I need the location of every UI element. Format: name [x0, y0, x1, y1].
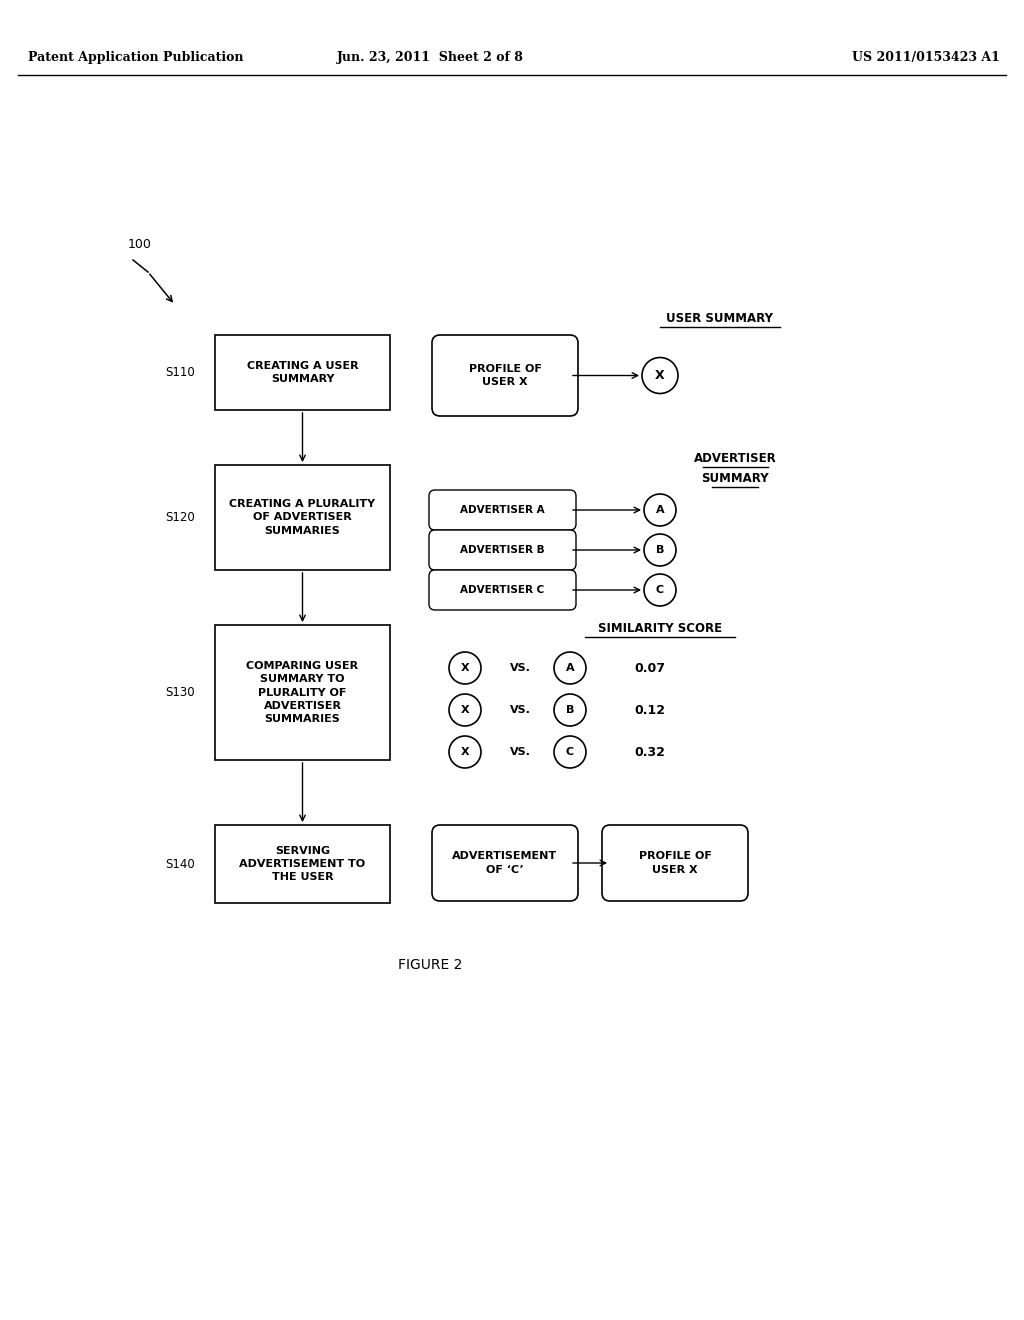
Circle shape — [449, 652, 481, 684]
Text: 0.12: 0.12 — [635, 704, 666, 717]
Circle shape — [644, 574, 676, 606]
Text: PROFILE OF
USER X: PROFILE OF USER X — [639, 851, 712, 875]
Text: ADVERTISEMENT
OF ‘C’: ADVERTISEMENT OF ‘C’ — [453, 851, 557, 875]
Text: C: C — [566, 747, 574, 756]
FancyBboxPatch shape — [432, 825, 578, 902]
Text: X: X — [461, 747, 469, 756]
Bar — [215, 335, 390, 411]
Circle shape — [554, 652, 586, 684]
Bar — [215, 624, 390, 760]
Text: SERVING
ADVERTISEMENT TO
THE USER: SERVING ADVERTISEMENT TO THE USER — [240, 846, 366, 882]
Text: ADVERTISER A: ADVERTISER A — [460, 506, 545, 515]
Text: ADVERTISER: ADVERTISER — [693, 451, 776, 465]
Text: B: B — [566, 705, 574, 715]
Text: COMPARING USER
SUMMARY TO
PLURALITY OF
ADVERTISER
SUMMARIES: COMPARING USER SUMMARY TO PLURALITY OF A… — [247, 661, 358, 723]
Text: X: X — [461, 705, 469, 715]
Bar — [215, 465, 390, 570]
Text: S110: S110 — [165, 366, 195, 379]
Text: VS.: VS. — [510, 747, 530, 756]
Text: VS.: VS. — [510, 663, 530, 673]
Circle shape — [554, 694, 586, 726]
Text: USER SUMMARY: USER SUMMARY — [667, 312, 773, 325]
Text: 0.32: 0.32 — [635, 746, 666, 759]
Text: SIMILARITY SCORE: SIMILARITY SCORE — [598, 622, 722, 635]
Circle shape — [642, 358, 678, 393]
Circle shape — [554, 737, 586, 768]
Text: Jun. 23, 2011  Sheet 2 of 8: Jun. 23, 2011 Sheet 2 of 8 — [337, 51, 523, 65]
FancyBboxPatch shape — [602, 825, 748, 902]
Circle shape — [449, 694, 481, 726]
Text: PROFILE OF
USER X: PROFILE OF USER X — [469, 364, 542, 387]
Circle shape — [644, 535, 676, 566]
Text: A: A — [565, 663, 574, 673]
Circle shape — [644, 494, 676, 525]
Text: VS.: VS. — [510, 705, 530, 715]
Text: A: A — [655, 506, 665, 515]
Text: ADVERTISER C: ADVERTISER C — [461, 585, 545, 595]
Bar — [215, 825, 390, 903]
FancyBboxPatch shape — [429, 570, 575, 610]
Text: B: B — [655, 545, 665, 554]
Text: 0.07: 0.07 — [635, 661, 666, 675]
Text: ADVERTISER B: ADVERTISER B — [460, 545, 545, 554]
Text: CREATING A PLURALITY
OF ADVERTISER
SUMMARIES: CREATING A PLURALITY OF ADVERTISER SUMMA… — [229, 499, 376, 536]
FancyBboxPatch shape — [429, 531, 575, 570]
Text: X: X — [461, 663, 469, 673]
Text: X: X — [655, 370, 665, 381]
Text: 100: 100 — [128, 239, 152, 252]
Text: CREATING A USER
SUMMARY: CREATING A USER SUMMARY — [247, 360, 358, 384]
FancyBboxPatch shape — [432, 335, 578, 416]
Text: S120: S120 — [165, 511, 195, 524]
Text: SUMMARY: SUMMARY — [701, 471, 769, 484]
Text: C: C — [656, 585, 664, 595]
Text: S130: S130 — [165, 686, 195, 700]
Text: S140: S140 — [165, 858, 195, 870]
Text: FIGURE 2: FIGURE 2 — [397, 958, 462, 972]
Text: Patent Application Publication: Patent Application Publication — [28, 51, 244, 65]
Text: US 2011/0153423 A1: US 2011/0153423 A1 — [852, 51, 1000, 65]
Circle shape — [449, 737, 481, 768]
FancyBboxPatch shape — [429, 490, 575, 531]
